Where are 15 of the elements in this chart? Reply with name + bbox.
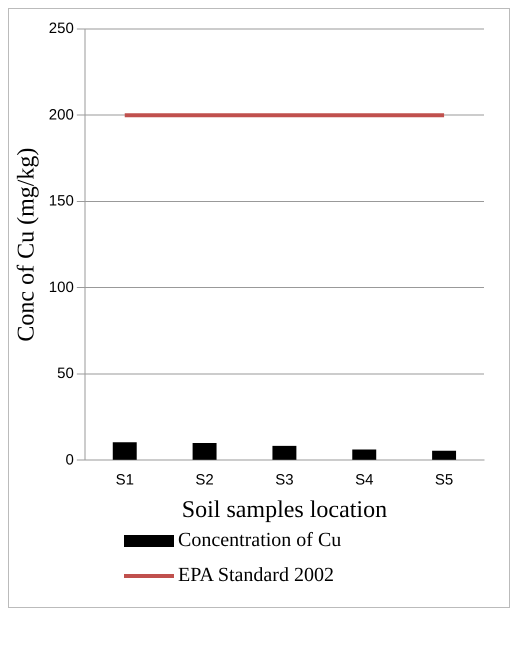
y-tick-label: 200 [48, 106, 74, 124]
y-axis-title: Conc of Cu (mg/kg) [14, 148, 40, 342]
legend-label: Concentration of Cu [178, 529, 342, 552]
y-tick-label: 50 [57, 365, 74, 382]
x-tick-label: S5 [434, 471, 454, 488]
x-tick-label: S4 [355, 471, 374, 488]
legend-label: EPA Standard 2002 [178, 564, 334, 587]
x-tick-label: S1 [116, 471, 134, 488]
y-tick-label: 100 [48, 278, 74, 296]
x-tick-label: S3 [275, 471, 294, 488]
y-tick-label: 150 [48, 192, 74, 210]
y-tick-label: 0 [65, 451, 74, 468]
x-axis-title: Soil samples location [182, 496, 388, 523]
x-tick-label: S2 [195, 471, 214, 488]
y-tick-label: 250 [48, 20, 74, 38]
